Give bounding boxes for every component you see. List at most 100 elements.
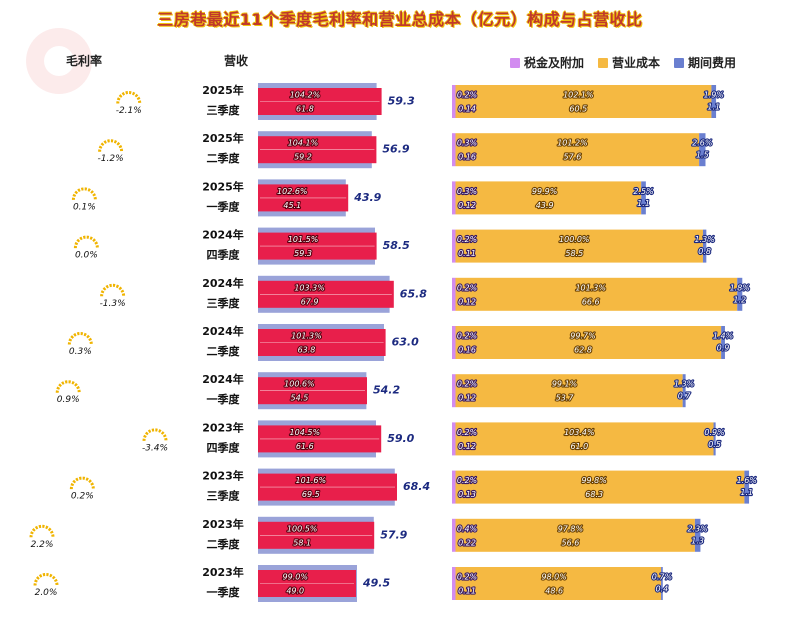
- quarter-label: 三季度: [207, 296, 241, 310]
- tax-value-label: 0.14: [458, 105, 476, 114]
- tax-percent-label: 0.3%: [457, 139, 477, 148]
- total-cost-value-label: 54.5: [291, 394, 309, 403]
- gross-margin-label: 2.2%: [31, 540, 54, 550]
- year-label: 2024年: [202, 372, 244, 386]
- operating-cost-value-label: 60.5: [569, 105, 587, 114]
- legend-item-tax: 税金及附加: [510, 54, 584, 71]
- total-cost-value-label: 58.1: [293, 538, 311, 547]
- legend-swatch-period-expense: [674, 57, 685, 68]
- gross-margin-gauge-icon: [29, 524, 55, 538]
- revenue-value-label: 54.2: [373, 384, 400, 397]
- total-cost-value-label: 49.0: [286, 587, 304, 596]
- operating-cost-percent-label: 99.8%: [581, 476, 606, 485]
- quarter-label: 二季度: [207, 537, 241, 551]
- tax-bar: [452, 326, 456, 359]
- gross-margin-gauge-icon: [73, 235, 99, 249]
- gross-margin-label: 0.3%: [69, 347, 92, 357]
- quarter-label: 一季度: [207, 199, 241, 213]
- legend-label-operating-cost: 营业成本: [612, 56, 661, 70]
- revenue-value-label: 63.0: [392, 336, 419, 349]
- operating-cost-value-label: 61.0: [570, 442, 588, 451]
- period-expense-percent-label: 1.8%: [730, 283, 750, 292]
- operating-cost-percent-label: 100.0%: [559, 235, 590, 244]
- tax-bar: [452, 374, 456, 408]
- gross-margin-gauge-icon: [98, 139, 124, 152]
- legend-item-period-expense: 期间费用: [674, 54, 736, 71]
- operating-cost-percent-label: 102.1%: [563, 91, 594, 100]
- quarter-label: 三季度: [207, 489, 241, 503]
- year-label: 2024年: [202, 228, 244, 242]
- tax-bar: [452, 422, 456, 456]
- operating-cost-percent-label: 99.9%: [532, 187, 557, 196]
- total-cost-percent-label: 99.0%: [283, 573, 308, 582]
- period-expense-bar: [744, 470, 750, 504]
- operating-cost-bar: [455, 374, 683, 408]
- gross-margin-label: -3.4%: [142, 443, 168, 453]
- year-label: 2024年: [202, 324, 244, 338]
- gross-margin-label: -2.1%: [116, 106, 142, 116]
- period-expense-value-label: 1.1: [707, 103, 720, 112]
- operating-cost-value-label: 56.6: [562, 538, 580, 547]
- gross-margin-label: -1.3%: [100, 299, 126, 309]
- operating-cost-value-label: 57.6: [564, 153, 582, 162]
- period-expense-value-label: 1.1: [637, 199, 650, 208]
- operating-cost-percent-label: 101.3%: [575, 283, 606, 292]
- operating-cost-bar: [455, 326, 722, 359]
- tax-bar: [452, 518, 456, 552]
- legend-label-tax: 税金及附加: [524, 56, 585, 70]
- period-expense-percent-label: 1.3%: [674, 380, 694, 389]
- quarter-label: 二季度: [207, 344, 241, 358]
- period-expense-value-label: 1.1: [740, 488, 753, 497]
- gross-margin-label: 0.9%: [57, 395, 80, 405]
- operating-cost-bar: [455, 85, 712, 118]
- period-expense-value-label: 1.2: [733, 295, 746, 304]
- revenue-value-label: 56.9: [382, 143, 409, 156]
- legend-item-operating-cost: 营业成本: [598, 54, 660, 71]
- operating-cost-bar: [455, 518, 695, 552]
- gross-margin-gauge-icon: [69, 476, 95, 490]
- operating-cost-value-label: 58.5: [565, 249, 583, 258]
- operating-cost-percent-label: 98.0%: [541, 573, 566, 582]
- total-cost-value-label: 59.3: [294, 249, 312, 258]
- tax-bar: [452, 181, 456, 215]
- operating-cost-bar: [455, 181, 642, 215]
- tax-percent-label: 0.2%: [457, 283, 477, 292]
- operating-cost-value-label: 66.6: [582, 297, 600, 306]
- gross-margin-label: 0.2%: [71, 492, 94, 502]
- quarter-label: 四季度: [207, 440, 241, 454]
- period-expense-value-label: 0.8: [698, 247, 711, 256]
- period-expense-percent-label: 2.6%: [692, 139, 712, 148]
- gross-margin-label: 0.0%: [75, 251, 98, 261]
- operating-cost-percent-label: 103.4%: [564, 428, 595, 437]
- operating-cost-bar: [455, 470, 745, 504]
- revenue-value-label: 49.5: [362, 577, 390, 590]
- legend-swatch-operating-cost: [598, 57, 609, 68]
- period-expense-value-label: 1.5: [696, 151, 709, 160]
- margin-column-header: 毛利率: [66, 54, 103, 68]
- year-label: 2023年: [202, 469, 244, 483]
- operating-cost-value-label: 68.3: [585, 490, 603, 499]
- revenue-value-label: 57.9: [380, 528, 407, 541]
- tax-percent-label: 0.2%: [457, 380, 477, 389]
- tax-bar: [452, 229, 456, 263]
- operating-cost-value-label: 43.9: [536, 201, 554, 210]
- tax-value-label: 0.13: [458, 490, 476, 499]
- tax-bar: [452, 567, 456, 600]
- total-cost-percent-label: 104.5%: [290, 428, 321, 437]
- operating-cost-bar: [455, 567, 662, 600]
- operating-cost-percent-label: 97.8%: [558, 524, 583, 533]
- quarter-label: 一季度: [207, 585, 241, 599]
- total-cost-value-label: 61.8: [296, 105, 314, 114]
- total-cost-value-label: 59.2: [294, 153, 312, 162]
- tax-percent-label: 0.4%: [457, 524, 477, 533]
- legend-swatch-tax: [510, 57, 520, 68]
- tax-percent-label: 0.3%: [457, 187, 477, 196]
- quarter-label: 四季度: [207, 248, 241, 262]
- tax-percent-label: 0.2%: [457, 235, 477, 244]
- period-expense-bar: [737, 277, 743, 311]
- total-cost-percent-label: 101.6%: [296, 476, 327, 485]
- tax-bar: [452, 277, 456, 311]
- tax-percent-label: 0.2%: [457, 476, 477, 485]
- revenue-column-header: 营收: [224, 54, 249, 68]
- tax-value-label: 0.16: [458, 153, 476, 162]
